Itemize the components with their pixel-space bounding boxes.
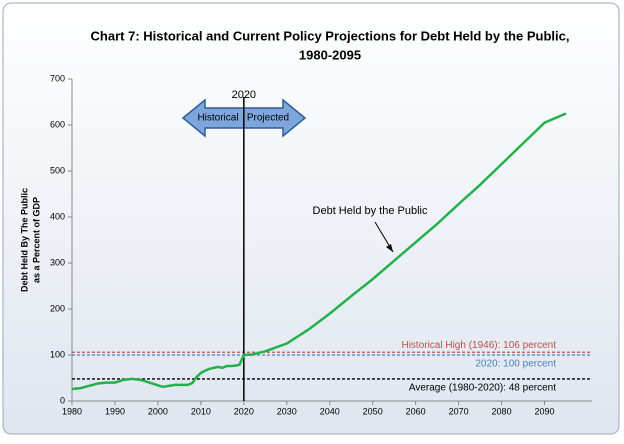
y-tick-label: 600 [50,119,65,129]
x-tick-label: 2010 [191,406,211,416]
y-tick-label: 300 [50,257,65,267]
y-tick-label: 0 [60,395,65,405]
x-tick-label: 2000 [148,406,168,416]
x-tick-label: 2030 [277,406,297,416]
y-tick-label: 400 [50,211,65,221]
y-tick-label: 700 [50,73,65,83]
series-line [71,112,567,391]
historical-label: Historical [197,113,238,124]
chart-title: Chart 7: Historical and Current Policy P… [91,28,570,43]
x-tick-label: 1990 [105,406,125,416]
reference-label: 2020: 100 percent [475,359,556,370]
y-tick-label: 200 [50,303,65,313]
x-tick-label: 2020 [234,406,254,416]
x-tick-label: 2090 [535,406,555,416]
y-tick-label: 500 [50,165,65,175]
y-axis-label: Debt Held By The Public [19,188,29,292]
projected-label: Projected [247,113,289,124]
divider-label: 2020 [232,89,256,101]
x-tick-label: 2040 [320,406,340,416]
reference-label: Historical High (1946): 106 percent [401,340,556,351]
x-tick-label: 2070 [449,406,469,416]
chart-title: 1980-2095 [299,47,361,62]
frame [2,2,620,435]
x-tick-label: 1980 [62,406,82,416]
x-tick-label: 2050 [363,406,383,416]
x-tick-label: 2060 [406,406,426,416]
annotation-arrowhead [386,244,393,252]
y-tick-label: 100 [50,349,65,359]
y-axis-label: as a Percent of GDP [31,197,41,283]
series-annotation: Debt Held by the Public [313,205,428,217]
reference-label: Average (1980-2020): 48 percent [409,383,556,394]
x-tick-label: 2080 [492,406,512,416]
